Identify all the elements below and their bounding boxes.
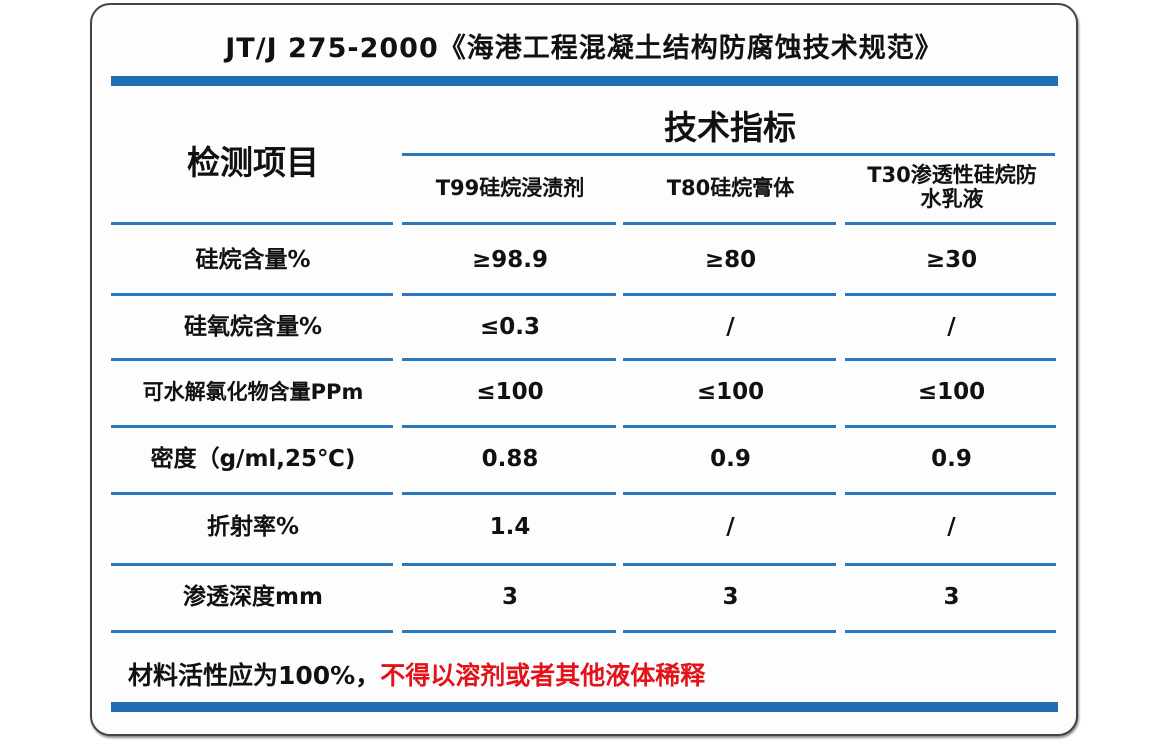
table-cell: / (947, 514, 956, 540)
table-cell: / (726, 314, 735, 340)
table-cell: 3 (722, 584, 739, 610)
row-divider (402, 358, 616, 361)
row-divider (623, 358, 836, 361)
row-divider (845, 630, 1056, 633)
row-divider (402, 630, 616, 633)
table-cell: 1.4 (489, 514, 531, 540)
table-cell: / (947, 314, 956, 340)
table-cell: 0.88 (481, 446, 539, 472)
group-header: 技术指标 (664, 108, 796, 147)
row-label: 硅烷含量% (195, 247, 311, 273)
bottom-divider (111, 702, 1058, 712)
row-divider (845, 293, 1056, 296)
footnote: 材料活性应为100%，不得以溶剂或者其他液体稀释 (128, 656, 705, 692)
column-header: T30渗透性硅烷防水乳液 (867, 163, 1037, 211)
row-divider (111, 425, 393, 428)
row-divider (845, 222, 1056, 225)
row-divider (623, 293, 836, 296)
row-divider (111, 358, 393, 361)
row-divider (623, 563, 836, 566)
document-title: JT/J 275-2000《海港工程混凝土结构防腐蚀技术规范》 (225, 33, 943, 64)
row-label: 渗透深度mm (183, 584, 323, 610)
table-cell: 3 (501, 584, 518, 610)
group-divider (402, 153, 1055, 156)
row-divider (111, 222, 393, 225)
row-divider (111, 563, 393, 566)
row-divider (623, 222, 836, 225)
row-divider (402, 563, 616, 566)
row-divider (845, 563, 1056, 566)
table-cell: 3 (943, 584, 960, 610)
row-label: 折射率% (206, 514, 300, 540)
row-divider (402, 492, 616, 495)
table-cell: 0.9 (931, 446, 972, 472)
spec-card (90, 3, 1078, 736)
column-header: T99硅烷浸渍剂 (435, 176, 585, 200)
row-divider (111, 630, 393, 633)
table-cell: ≤0.3 (479, 314, 540, 340)
item-header: 检测项目 (187, 143, 319, 182)
row-label: 硅氧烷含量% (183, 314, 323, 340)
row-divider (845, 358, 1056, 361)
row-divider (402, 222, 616, 225)
row-divider (111, 492, 393, 495)
row-label: 可水解氯化物含量PPm (142, 380, 364, 404)
row-divider (623, 492, 836, 495)
row-divider (402, 425, 616, 428)
row-divider (402, 293, 616, 296)
table-cell: ≥80 (704, 247, 757, 273)
table-cell: 0.9 (710, 446, 751, 472)
column-header: T80硅烷膏体 (666, 176, 795, 200)
table-cell: ≥98.9 (471, 247, 549, 273)
row-divider (623, 425, 836, 428)
table-cell: ≤100 (696, 379, 765, 405)
table-cell: / (726, 514, 735, 540)
row-divider (845, 425, 1056, 428)
top-divider (111, 76, 1058, 86)
row-divider (623, 630, 836, 633)
footnote-warning: 不得以溶剂或者其他液体稀释 (380, 661, 706, 690)
table-cell: ≤100 (917, 379, 986, 405)
footnote-note: 材料活性应为100%， (128, 661, 381, 690)
row-divider (111, 293, 393, 296)
table-cell: ≤100 (476, 379, 544, 405)
row-label: 密度（g/ml,25℃) (150, 446, 356, 472)
row-divider (845, 492, 1056, 495)
table-cell: ≥30 (925, 247, 978, 273)
